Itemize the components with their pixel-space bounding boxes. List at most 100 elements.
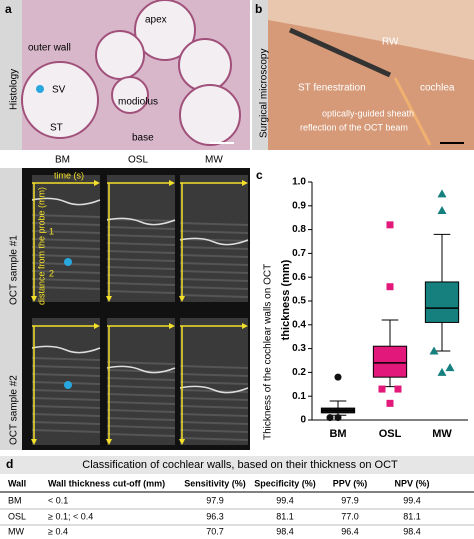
y-axis-label: thickness (mm) — [280, 259, 292, 340]
y-tick-label: 0.8 — [292, 224, 306, 235]
outlier — [437, 367, 447, 376]
yellow-axis — [180, 325, 246, 443]
outlier — [386, 283, 394, 291]
panel-label: a — [5, 2, 12, 16]
scale-bar — [440, 142, 464, 144]
tissue — [268, 0, 474, 60]
oct-texture — [106, 282, 176, 286]
oct-texture — [179, 405, 249, 409]
oct-texture — [106, 242, 176, 246]
table-cell: MW — [8, 526, 24, 536]
oct-texture — [179, 373, 249, 377]
oct-texture — [179, 278, 249, 282]
table-cell: 96.4 — [341, 526, 359, 536]
oct-texture — [179, 238, 249, 242]
axis-label: time (s) — [54, 170, 84, 180]
outlier — [437, 189, 447, 198]
oct-surface — [106, 365, 176, 374]
table-cell: < 0.1 — [48, 495, 68, 505]
wall-label: MW — [205, 155, 223, 166]
beam-reflection — [393, 77, 432, 146]
table-cell: ≥ 0.4 — [48, 526, 68, 536]
oct-texture — [31, 246, 101, 250]
oct-surface — [106, 217, 176, 226]
table-header: Wall thickness cut-off (mm) — [48, 478, 165, 488]
panel-label: d — [6, 457, 13, 471]
y-tick-label: 0.5 — [292, 296, 306, 307]
y-tick-label: 1.0 — [292, 177, 306, 188]
table-header: Sensitivity (%) — [184, 478, 246, 488]
y-tick-label: 0.6 — [292, 272, 306, 283]
y-tick-label: 0.7 — [292, 248, 306, 259]
y-tick-label: 0.2 — [292, 367, 306, 378]
table-cell: 97.9 — [341, 495, 359, 505]
yellow-axis — [180, 182, 246, 300]
outlier — [386, 221, 394, 229]
oct-texture — [31, 373, 101, 377]
table-header: Wall — [8, 478, 26, 488]
cochlea-section — [21, 0, 241, 146]
row-label: OCT sample #1 — [9, 235, 20, 305]
outlier — [378, 385, 386, 393]
oct-texture — [179, 254, 249, 258]
oct-texture — [31, 429, 101, 433]
outlier — [334, 373, 342, 381]
box — [424, 281, 460, 323]
oct-panels — [31, 175, 249, 445]
table-cell: 97.9 — [206, 495, 224, 505]
oct-image — [107, 318, 175, 445]
panel-label: c — [256, 168, 263, 182]
tick-label: 1 — [49, 226, 54, 236]
oct-texture — [31, 286, 101, 290]
oct-texture — [31, 214, 101, 218]
oct-texture — [179, 230, 249, 234]
oct-texture — [106, 218, 176, 222]
yellow-axis — [32, 182, 98, 300]
annotation: ST — [50, 123, 63, 134]
annotation: base — [132, 133, 154, 144]
annotation: ST fenestration — [298, 83, 366, 94]
oct-texture — [106, 433, 176, 437]
axis-label: distance from the probe (mm) — [36, 187, 46, 305]
table-cell: ≥ 0.1; < 0.4 — [48, 511, 93, 521]
oct-texture — [106, 250, 176, 254]
oct-surface — [179, 237, 249, 246]
oct-texture — [179, 437, 249, 441]
outlier — [326, 414, 334, 422]
oct-texture — [31, 278, 101, 282]
oct-texture — [106, 258, 176, 262]
outlier — [386, 399, 394, 407]
box-plot: 0 0.1 0.2 0.3 0.4 0.5 0.6 0.7 0.8 0.9 1.0 BM OSL MW — [292, 177, 468, 440]
oct-texture — [179, 381, 249, 385]
table-cell: OSL — [8, 511, 26, 521]
oct-texture — [31, 405, 101, 409]
oct-texture — [106, 401, 176, 405]
side-label: Surgical microscopy — [259, 49, 270, 138]
oct-surface — [31, 197, 101, 206]
table-cell: 99.4 — [276, 495, 294, 505]
annotation: cochlea — [420, 83, 455, 94]
y-tick-label: 0.9 — [292, 200, 306, 211]
table-header: PPV (%) — [333, 478, 368, 488]
oct-texture — [106, 385, 176, 389]
y-tick-label: 0.4 — [292, 319, 306, 330]
annotation: reflection of the OCT beam — [300, 122, 408, 132]
scale-bar — [210, 142, 234, 144]
oct-texture — [179, 286, 249, 290]
oct-image — [107, 175, 175, 302]
outlier — [437, 206, 447, 215]
table-header: NPV (%) — [394, 478, 429, 488]
oct-texture — [31, 230, 101, 234]
annotation: SV — [52, 85, 66, 96]
yellow-axis — [32, 325, 98, 443]
annotation: apex — [145, 15, 167, 26]
oct-texture — [106, 409, 176, 413]
table-cell: 81.1 — [276, 511, 294, 521]
oct-texture — [31, 389, 101, 393]
oct-texture — [31, 238, 101, 242]
oct-texture — [106, 274, 176, 278]
oct-texture — [106, 361, 176, 365]
side-strip — [252, 0, 268, 150]
oct-texture — [106, 425, 176, 429]
